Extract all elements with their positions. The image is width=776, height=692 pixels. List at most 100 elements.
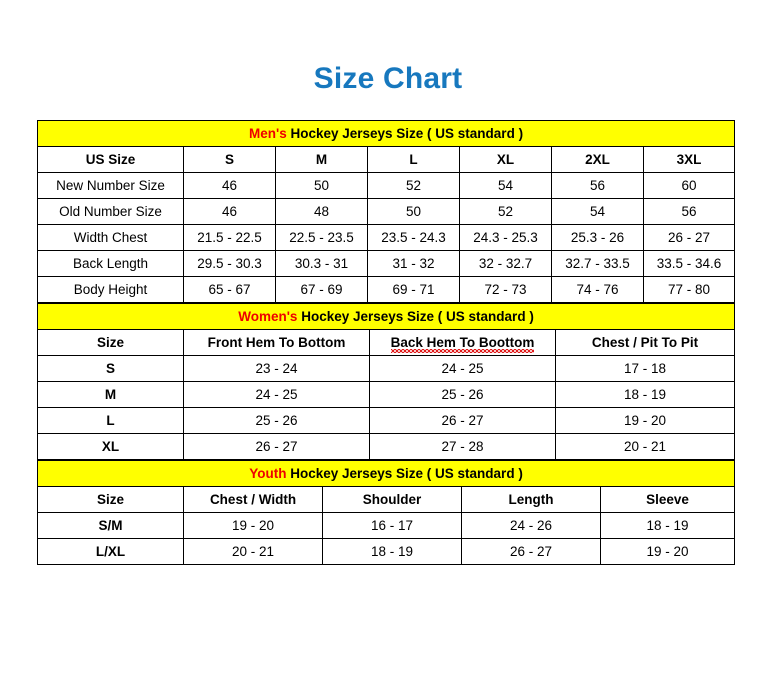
mens-size-table: Men's Hockey Jerseys Size ( US standard … bbox=[36, 120, 736, 303]
table-cell: 24.3 - 25.3 bbox=[459, 224, 552, 251]
column-header: Sleeve bbox=[599, 486, 736, 513]
table-cell: 69 - 71 bbox=[367, 276, 460, 303]
table-cell: 32.7 - 33.5 bbox=[551, 250, 644, 277]
table-cell: 46 bbox=[183, 172, 276, 199]
table-cell: 19 - 20 bbox=[183, 512, 323, 539]
column-header-misspelled: Back Hem To Boottom bbox=[369, 329, 556, 356]
row-label: L/XL bbox=[37, 538, 184, 565]
table-cell: 26 - 27 bbox=[642, 224, 736, 251]
row-label: Width Chest bbox=[37, 224, 184, 251]
table-row: Width Chest 21.5 - 22.5 22.5 - 23.5 23.5… bbox=[37, 224, 736, 251]
table-cell: 26 - 27 bbox=[183, 433, 370, 460]
table-row: Body Height 65 - 67 67 - 69 69 - 71 72 -… bbox=[37, 276, 736, 303]
column-header: 3XL bbox=[642, 146, 736, 173]
column-header: L bbox=[367, 146, 460, 173]
table-cell: 26 - 27 bbox=[461, 538, 601, 565]
banner-rest-text: Hockey Jerseys Size ( US standard ) bbox=[297, 309, 534, 324]
row-label: M bbox=[37, 381, 184, 408]
table-section-banner-row: Youth Hockey Jerseys Size ( US standard … bbox=[36, 460, 736, 487]
table-cell: 18 - 19 bbox=[322, 538, 462, 565]
table-cell: 19 - 20 bbox=[599, 538, 736, 565]
table-cell: 24 - 25 bbox=[183, 381, 370, 408]
table-cell: 74 - 76 bbox=[551, 276, 644, 303]
column-header: Length bbox=[461, 486, 601, 513]
table-section-banner-row: Women's Hockey Jerseys Size ( US standar… bbox=[36, 303, 736, 330]
column-header: US Size bbox=[37, 146, 184, 173]
table-cell: 77 - 80 bbox=[642, 276, 736, 303]
table-cell: 27 - 28 bbox=[369, 433, 556, 460]
row-label: L bbox=[37, 407, 184, 434]
table-cell: 18 - 19 bbox=[599, 512, 736, 539]
banner-accent-text: Youth bbox=[249, 466, 287, 481]
table-header-row: US Size S M L XL 2XL 3XL bbox=[37, 146, 736, 173]
table-cell: 29.5 - 30.3 bbox=[183, 250, 276, 277]
table-cell: 25.3 - 26 bbox=[551, 224, 644, 251]
table-row: M 24 - 25 25 - 26 18 - 19 bbox=[37, 381, 736, 408]
table-header-row: Size Chest / Width Shoulder Length Sleev… bbox=[37, 486, 736, 513]
column-header: Chest / Width bbox=[183, 486, 323, 513]
column-header: XL bbox=[459, 146, 552, 173]
table-section-banner-row: Men's Hockey Jerseys Size ( US standard … bbox=[36, 120, 736, 147]
table-cell: 54 bbox=[551, 198, 644, 225]
table-cell: 26 - 27 bbox=[369, 407, 556, 434]
table-cell: 21.5 - 22.5 bbox=[183, 224, 276, 251]
table-row: New Number Size 46 50 52 54 56 60 bbox=[37, 172, 736, 199]
table-cell: 24 - 25 bbox=[369, 355, 556, 382]
page-title: Size Chart bbox=[313, 62, 463, 95]
table-cell: 19 - 20 bbox=[554, 407, 736, 434]
column-header: Front Hem To Bottom bbox=[183, 329, 370, 356]
table-row: Old Number Size 46 48 50 52 54 56 bbox=[37, 198, 736, 225]
column-header: Size bbox=[37, 486, 184, 513]
youth-section-banner: Youth Hockey Jerseys Size ( US standard … bbox=[36, 460, 736, 487]
table-cell: 52 bbox=[459, 198, 552, 225]
table-row: S 23 - 24 24 - 25 17 - 18 bbox=[37, 355, 736, 382]
table-row: L/XL 20 - 21 18 - 19 26 - 27 19 - 20 bbox=[37, 538, 736, 565]
womens-section-banner: Women's Hockey Jerseys Size ( US standar… bbox=[36, 303, 736, 330]
table-cell: 23.5 - 24.3 bbox=[367, 224, 460, 251]
table-cell: 17 - 18 bbox=[554, 355, 736, 382]
table-cell: 32 - 32.7 bbox=[459, 250, 552, 277]
misspelled-word: Back Hem To Boottom bbox=[390, 335, 535, 353]
table-cell: 18 - 19 bbox=[554, 381, 736, 408]
size-chart-tables: Men's Hockey Jerseys Size ( US standard … bbox=[36, 120, 736, 565]
banner-accent-text: Women's bbox=[238, 309, 298, 324]
row-label: S bbox=[37, 355, 184, 382]
column-header: M bbox=[275, 146, 368, 173]
table-cell: 16 - 17 bbox=[322, 512, 462, 539]
table-cell: 24 - 26 bbox=[461, 512, 601, 539]
table-cell: 56 bbox=[551, 172, 644, 199]
table-cell: 25 - 26 bbox=[369, 381, 556, 408]
table-cell: 22.5 - 23.5 bbox=[275, 224, 368, 251]
row-label: Back Length bbox=[37, 250, 184, 277]
table-cell: 54 bbox=[459, 172, 552, 199]
row-label: XL bbox=[37, 433, 184, 460]
table-cell: 67 - 69 bbox=[275, 276, 368, 303]
table-row: XL 26 - 27 27 - 28 20 - 21 bbox=[37, 433, 736, 460]
banner-accent-text: Men's bbox=[248, 126, 287, 141]
table-cell: 50 bbox=[367, 198, 460, 225]
column-header: 2XL bbox=[551, 146, 644, 173]
table-cell: 56 bbox=[642, 198, 736, 225]
column-header: Shoulder bbox=[322, 486, 462, 513]
table-cell: 48 bbox=[275, 198, 368, 225]
row-label: Old Number Size bbox=[37, 198, 184, 225]
banner-rest-text: Hockey Jerseys Size ( US standard ) bbox=[286, 126, 524, 141]
mens-section-banner: Men's Hockey Jerseys Size ( US standard … bbox=[36, 120, 736, 147]
table-row: L 25 - 26 26 - 27 19 - 20 bbox=[37, 407, 736, 434]
banner-rest-text: Hockey Jerseys Size ( US standard ) bbox=[286, 466, 523, 481]
youth-size-table: Youth Hockey Jerseys Size ( US standard … bbox=[36, 460, 736, 565]
column-header: Size bbox=[37, 329, 184, 356]
table-cell: 31 - 32 bbox=[367, 250, 460, 277]
table-cell: 50 bbox=[275, 172, 368, 199]
table-header-row: Size Front Hem To Bottom Back Hem To Boo… bbox=[37, 329, 736, 356]
table-cell: 52 bbox=[367, 172, 460, 199]
table-cell: 30.3 - 31 bbox=[275, 250, 368, 277]
table-cell: 33.5 - 34.6 bbox=[642, 250, 736, 277]
column-header: Chest / Pit To Pit bbox=[554, 329, 736, 356]
row-label: S/M bbox=[37, 512, 184, 539]
table-cell: 60 bbox=[642, 172, 736, 199]
table-row: S/M 19 - 20 16 - 17 24 - 26 18 - 19 bbox=[37, 512, 736, 539]
table-cell: 20 - 21 bbox=[183, 538, 323, 565]
row-label: New Number Size bbox=[37, 172, 184, 199]
